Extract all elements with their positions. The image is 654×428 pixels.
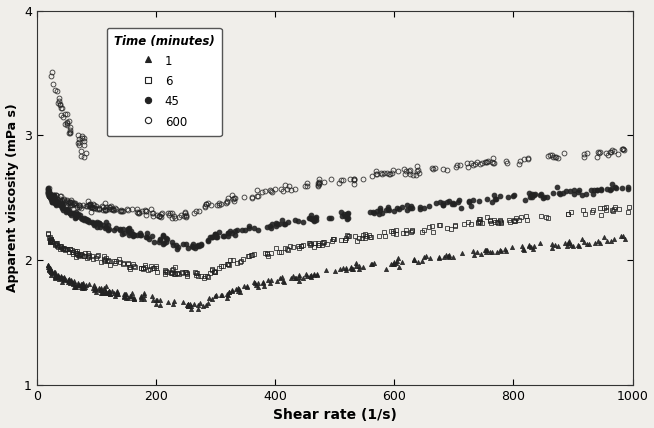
Legend: 1, 6, 45, 600: 1, 6, 45, 600 [107, 28, 222, 136]
Y-axis label: Apparent viscosity (mPa s): Apparent viscosity (mPa s) [5, 104, 18, 292]
X-axis label: Shear rate (1/s): Shear rate (1/s) [273, 408, 396, 422]
